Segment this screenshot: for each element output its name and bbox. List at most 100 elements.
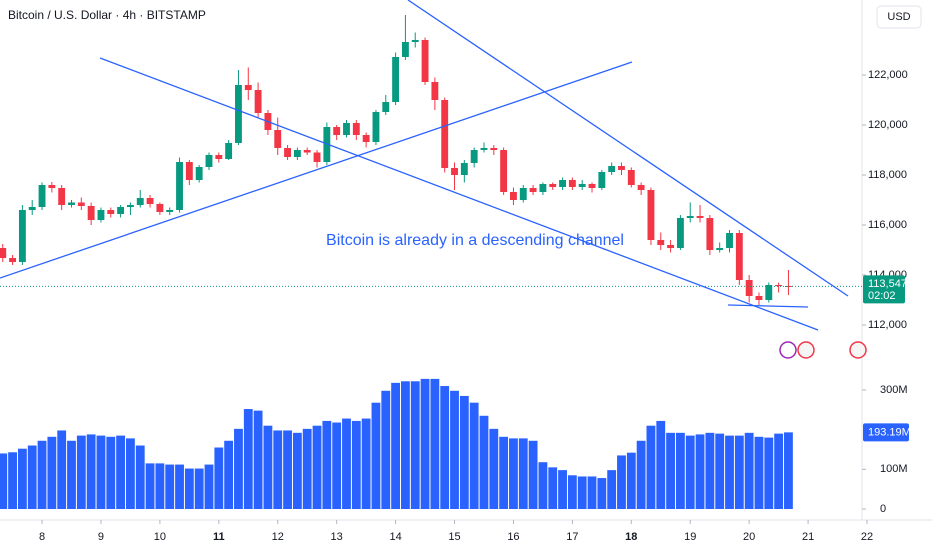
- candle-body: [215, 155, 223, 159]
- candle-body: [401, 42, 409, 57]
- volume-bar: [292, 432, 302, 509]
- volume-bar: [754, 436, 764, 509]
- candle-body: [205, 155, 213, 167]
- volume-bar: [725, 435, 734, 509]
- candle-body: [392, 57, 400, 102]
- candle-body: [343, 123, 350, 135]
- x-tick-label: 16: [507, 531, 519, 543]
- volume-bar: [646, 425, 656, 509]
- event-icon: [797, 341, 815, 359]
- volume-bar: [96, 435, 106, 509]
- drawings: [0, 0, 849, 331]
- volume-bar: [234, 428, 243, 509]
- currency[interactable]: USD: [887, 11, 910, 23]
- volume-bar: [361, 418, 371, 509]
- candle-body: [559, 180, 566, 187]
- volume-bar: [675, 432, 685, 509]
- volume-bar: [0, 453, 8, 509]
- volume-bar: [479, 415, 489, 509]
- volume-bar: [430, 378, 440, 509]
- candle-body: [352, 123, 360, 135]
- candle-body: [185, 162, 193, 180]
- candle-body: [195, 167, 203, 180]
- volume-bar: [450, 390, 459, 509]
- volume-bar: [518, 438, 528, 509]
- volume-bar: [37, 440, 47, 509]
- volume-bar: [548, 467, 558, 509]
- volume-bar: [76, 435, 86, 509]
- volume-bar: [715, 433, 725, 509]
- candle-body: [146, 198, 154, 204]
- x-tick-label: 22: [861, 531, 873, 543]
- volume-tag: [863, 423, 909, 442]
- x-tick-label: 17: [566, 531, 578, 543]
- trend-line: [407, 0, 849, 297]
- volume-bar: [204, 464, 214, 509]
- candle-body: [244, 85, 252, 90]
- candle-body: [500, 150, 508, 192]
- event-icons: [779, 341, 867, 359]
- candle-body: [539, 184, 547, 192]
- candle-body: [627, 170, 635, 185]
- candle-body: [696, 216, 704, 218]
- volume-bar: [528, 440, 538, 509]
- volume-bar: [332, 422, 342, 509]
- last-price-tag: [863, 275, 905, 304]
- candle-body: [775, 285, 783, 286]
- volume-bar: [106, 436, 116, 509]
- candle-body: [97, 210, 105, 220]
- candle-body: [568, 180, 576, 187]
- volume-bar: [626, 452, 636, 509]
- volume-bar: [371, 402, 381, 509]
- volume-bar: [175, 464, 184, 509]
- candle-body: [333, 127, 341, 135]
- candle-body: [490, 148, 498, 150]
- volume-bar: [184, 468, 194, 509]
- volume-bar: [489, 428, 499, 509]
- candle-body: [441, 100, 449, 168]
- volume-bar: [224, 440, 234, 509]
- candle-body: [166, 210, 174, 212]
- volume-bar: [469, 402, 479, 509]
- volume-bar: [577, 476, 587, 509]
- volume-bar: [126, 438, 135, 509]
- y-tick-label: 120,000: [868, 119, 908, 131]
- candle-body: [785, 286, 792, 287]
- candle-body: [421, 40, 429, 82]
- volume-bar: [17, 448, 27, 509]
- volume-bar: [273, 430, 283, 509]
- volume-bar: [312, 425, 322, 509]
- volume-bar: [784, 432, 793, 509]
- volume-last-label: 193.19M: [868, 426, 911, 438]
- volume-bar: [509, 438, 518, 509]
- candle-body: [765, 285, 773, 300]
- candle-body: [460, 163, 468, 175]
- candle-body: [431, 82, 439, 100]
- volume-bar: [685, 435, 695, 509]
- volume-bar: [666, 432, 675, 509]
- currency-button[interactable]: [876, 5, 922, 29]
- volume-bar: [617, 455, 626, 509]
- candle-body: [676, 218, 684, 248]
- volume-tick-label: 300M: [880, 384, 908, 396]
- volume-bar: [194, 468, 204, 509]
- volume-bar: [774, 433, 784, 509]
- candle-body: [9, 258, 17, 262]
- candle-body: [529, 188, 537, 192]
- last-price-label: 113,547: [868, 278, 907, 290]
- volume-bar: [744, 432, 754, 509]
- x-tick-label: 9: [98, 531, 104, 543]
- volume-bar: [410, 381, 420, 509]
- volume-bar: [283, 430, 292, 509]
- candle-body: [667, 245, 675, 248]
- volume-bar: [214, 447, 224, 509]
- y-tick-label: 122,000: [868, 69, 908, 81]
- event-icon: [849, 341, 867, 359]
- candle-body: [117, 207, 125, 214]
- candle-body: [411, 40, 419, 42]
- trend-line: [727, 304, 809, 308]
- candle-body: [451, 168, 458, 175]
- candle-body: [382, 102, 390, 112]
- candle-body: [274, 130, 282, 148]
- volume-bar: [145, 463, 155, 509]
